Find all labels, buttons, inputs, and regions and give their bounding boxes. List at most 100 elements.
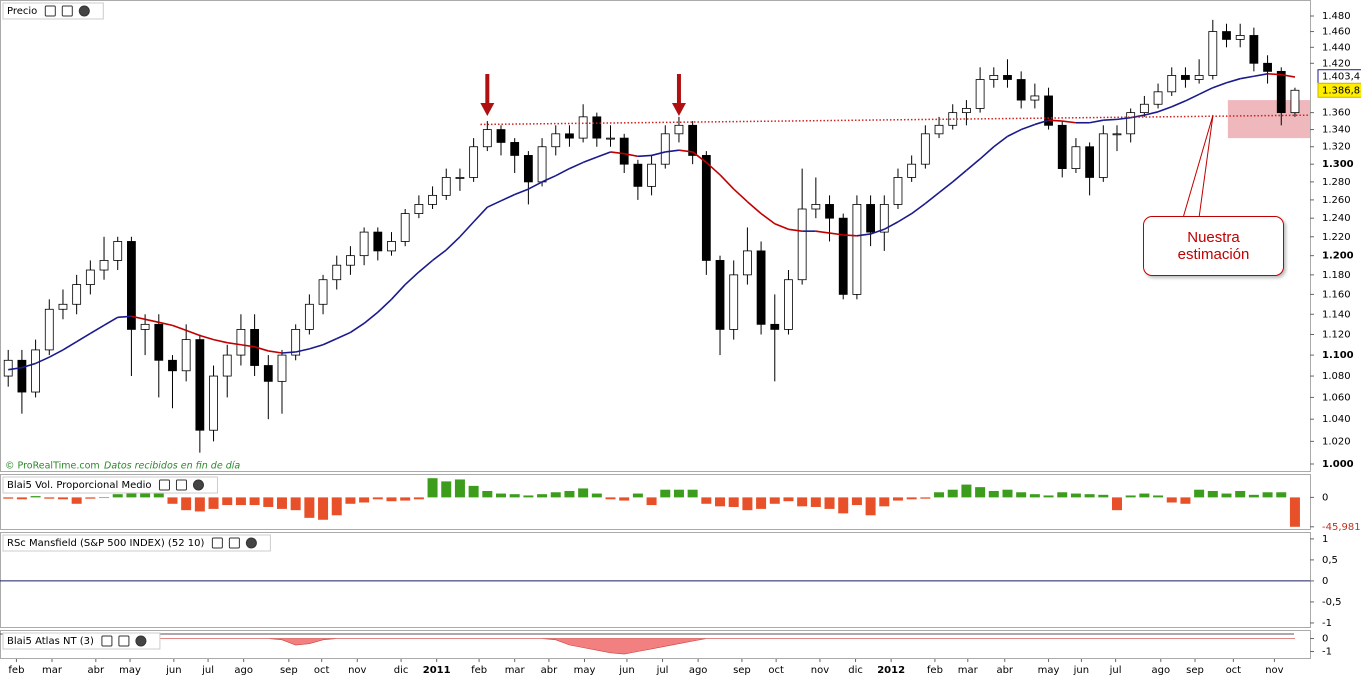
y-tick-label: 1.260 [1322,195,1351,206]
moving-average [1130,114,1145,119]
x-tick-label: oct [768,665,784,676]
volume-bar [673,489,684,498]
moving-average [227,341,242,346]
candle-body [428,194,437,205]
candle-body [168,359,177,372]
candle-body [17,359,27,393]
price-panel [0,0,1311,472]
x-tick-label: feb [471,665,487,676]
candle-body [715,260,725,330]
moving-average [295,348,310,353]
volume-bar [961,484,972,498]
candle-body [387,241,396,252]
moving-average [774,222,789,231]
x-tick-label: jul [656,665,669,676]
moving-average [952,169,967,183]
x-tick-label: mar [958,665,979,676]
candle-body [1098,133,1108,178]
candle-body [962,108,971,114]
moving-average [268,350,283,354]
moving-average [363,311,379,324]
moving-average [897,212,913,223]
volume-bar [441,481,452,498]
x-tick-label: feb [927,665,943,676]
y-tick-label: -45,981 [1322,522,1361,533]
y-tick-label: 1.060 [1322,392,1351,403]
candle-body [291,329,301,356]
volume-bar [1043,495,1054,498]
candle-body [578,116,588,139]
candle-body [99,260,109,271]
panel-icon [158,479,170,491]
volume-bar [632,493,643,498]
volume-bar [824,497,835,509]
moving-average [240,343,255,348]
moving-average [281,351,296,354]
moving-average [254,346,269,352]
candle-body [414,204,424,214]
price-badge-label: 1.386,88 [1322,85,1361,96]
volume-bar [578,488,589,498]
candle-body [770,323,780,330]
candle-body [879,204,889,233]
moving-average [486,200,502,208]
panel-icon [211,537,223,549]
moving-average [924,192,940,205]
volume-bar [865,497,876,516]
y-tick-label: 1.040 [1322,414,1351,425]
volume-bar [728,497,739,507]
candle-body [373,231,383,252]
y-tick-label: 1.240 [1322,213,1351,224]
y-tick-label: -1 [1322,618,1332,629]
candle-body [565,133,574,139]
x-tick-label: nov [1265,665,1283,676]
volume-bar [1029,494,1040,498]
candle-body [784,279,793,330]
moving-average [678,149,693,153]
moving-average [719,174,735,190]
moving-average [89,324,105,335]
volume-bar [482,490,493,498]
y-tick-label: 1.420 [1322,58,1351,69]
candle-body [742,250,752,276]
x-tick-label: sep [1186,665,1204,676]
candle-body [1249,35,1259,64]
candle-body [797,208,807,281]
volume-bar [742,497,753,511]
moving-average [870,228,885,235]
y-tick-label: 1.140 [1322,309,1351,320]
volume-bar [1016,492,1027,498]
volume-bar [140,492,151,498]
x-tick-label: jul [1109,665,1122,676]
candle-body [1085,146,1095,178]
panel-title: Precio [7,6,37,17]
arrow [480,74,495,116]
moving-average [883,221,899,231]
x-tick-label: ago [689,665,708,676]
candle-body [85,269,95,285]
panel-title: Blai5 Vol. Proporcional Medio [7,480,151,491]
moving-average [993,135,1008,148]
moving-average [349,322,365,334]
moving-average [582,156,598,164]
volume-bar [372,497,383,500]
volume-bar [550,492,561,498]
volume-bar [3,497,14,499]
volume-bar [167,497,178,504]
candle-body [934,124,944,135]
volume-bar [99,497,110,499]
candle-body [44,308,54,351]
candle-body [236,329,246,356]
moving-average [459,221,475,238]
y-tick-label: 1.340 [1322,125,1351,136]
moving-average [624,152,639,158]
y-tick-label: 1 [1322,534,1328,545]
volume-bar [797,497,808,507]
y-tick-label: 1.080 [1322,371,1351,382]
moving-average [610,151,625,155]
moving-average [1171,100,1186,108]
y-tick-label: 1.000 [1322,459,1354,470]
candle-body [1263,62,1272,72]
volume-bar [523,495,534,498]
